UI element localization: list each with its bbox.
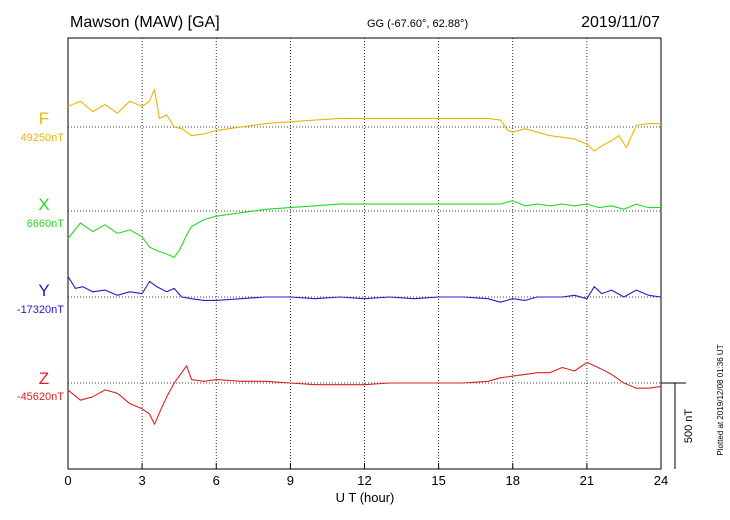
series-baseline-f: 49250nT	[21, 132, 65, 144]
x-tick-label: 24	[654, 473, 668, 488]
series-line-y	[67, 276, 662, 303]
series-line-z	[67, 361, 662, 425]
series-line-x	[67, 200, 661, 258]
x-tick-label: 21	[580, 473, 594, 488]
station-title: Mawson (MAW) [GA]	[70, 14, 220, 31]
plotted-timestamp: Plotted at 2019/12/08 01:36 UT	[716, 344, 725, 455]
x-tick-label: 15	[431, 473, 445, 488]
series-line-f	[67, 88, 661, 152]
x-tick-label: 18	[506, 473, 520, 488]
series-baseline-y: -17320nT	[17, 304, 64, 316]
series-lines	[67, 88, 662, 425]
series-label-x: X	[38, 195, 49, 214]
x-tick-label: 0	[64, 473, 71, 488]
x-axis-label: U T (hour)	[336, 490, 395, 505]
scale-bar-label: 500 nT	[683, 409, 695, 444]
series-label-y: Y	[38, 281, 49, 300]
series-baseline-x: 6660nT	[27, 218, 65, 230]
series-label-z: Z	[39, 369, 49, 388]
series-label-f: F	[39, 109, 49, 128]
chart-date: 2019/11/07	[581, 14, 660, 31]
x-tick-label: 3	[139, 473, 146, 488]
vertical-grid	[141, 38, 588, 469]
x-axis-ticks: 0 3 6 9 12 15 18 21 24	[64, 463, 668, 488]
station-coords: GG (-67.60°, 62.88°)	[367, 18, 468, 30]
x-tick-label: 6	[213, 473, 220, 488]
series-baseline-z: -45620nT	[17, 391, 64, 403]
x-tick-label: 9	[287, 473, 294, 488]
x-tick-label: 12	[357, 473, 371, 488]
